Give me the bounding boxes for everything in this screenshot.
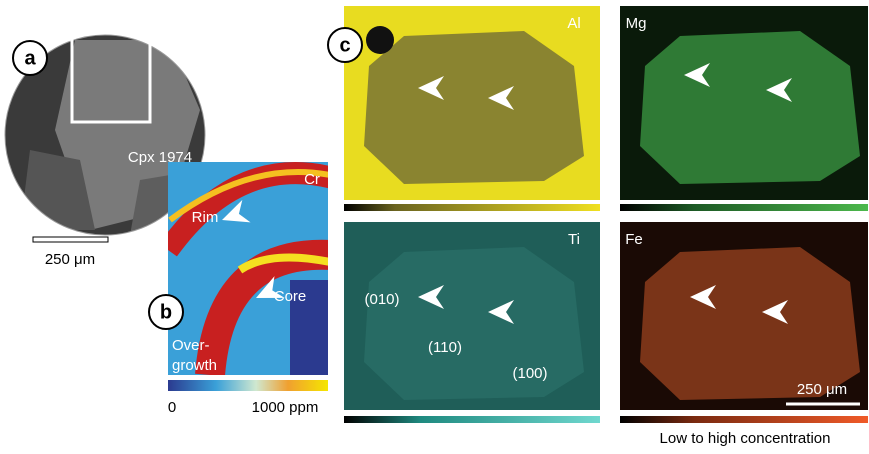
al-map — [344, 6, 600, 211]
mg-map — [620, 6, 868, 211]
panel-label: a — [24, 47, 36, 69]
scale-label: 250 μm — [45, 251, 95, 268]
rim-label: Rim — [192, 209, 219, 226]
element-label: Cr — [304, 171, 320, 188]
face-label: (110) — [428, 339, 462, 356]
face-label: (010) — [364, 291, 399, 308]
panel-label: c — [339, 34, 350, 56]
panel-label: b — [160, 301, 172, 323]
element-label: Al — [567, 15, 580, 32]
face-label: (100) — [512, 365, 547, 382]
overgrowth-label: growth — [172, 357, 217, 374]
colorbar-min: 0 — [168, 399, 176, 416]
core-label: Core — [274, 288, 307, 305]
ti-map — [344, 222, 600, 423]
figure: a Cpx 1974 250 μm Cr Rim Core Over- grow… — [0, 0, 869, 449]
element-label: Ti — [568, 231, 580, 248]
element-label: Fe — [625, 231, 643, 248]
colorbar-max: 1000 ppm — [252, 399, 319, 416]
element-label: Mg — [626, 15, 647, 32]
scale-bar — [33, 237, 108, 242]
overgrowth-label: Over- — [172, 337, 210, 354]
caption: Low to high concentration — [660, 430, 831, 447]
colorbar — [168, 380, 328, 391]
scale-label: 250 μm — [797, 381, 847, 398]
